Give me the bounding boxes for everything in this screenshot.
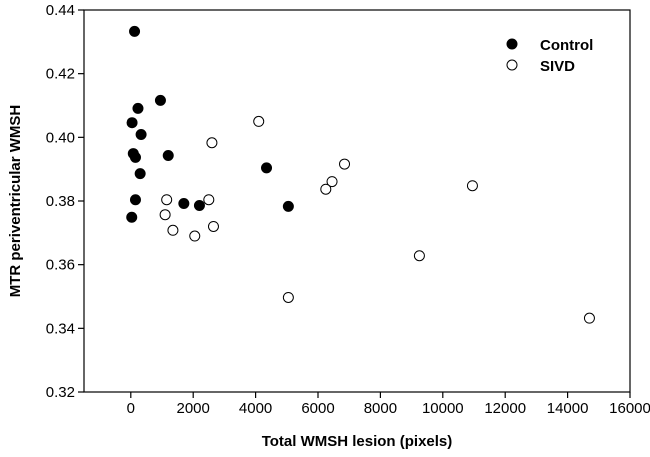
data-point-control xyxy=(193,199,205,211)
x-tick-label: 4000 xyxy=(239,400,272,417)
legend-label-control: Control xyxy=(540,37,593,54)
legend-label-sivd: SIVD xyxy=(540,58,575,75)
data-point-sivd xyxy=(206,137,218,149)
y-tick-label: 0.44 xyxy=(46,2,75,19)
y-axis-title: MTR periventricular WMSH xyxy=(7,105,24,298)
data-point-sivd xyxy=(207,220,219,232)
data-point-control xyxy=(129,25,141,37)
data-point-sivd xyxy=(167,224,179,236)
data-point-control xyxy=(178,198,190,210)
y-axis: 0.32 0.34 0.36 0.38 0.40 0.42 0.44 xyxy=(46,2,84,401)
x-axis: 0 2000 4000 6000 8000 10000 12000 14000 16000 xyxy=(127,392,650,417)
legend-marker-control xyxy=(506,38,518,50)
x-tick-label: 12000 xyxy=(484,400,526,417)
data-point-control xyxy=(126,117,138,129)
data-point-sivd xyxy=(326,176,338,188)
y-tick-label: 0.38 xyxy=(46,193,75,210)
data-point-sivd xyxy=(159,209,171,221)
data-point-sivd xyxy=(320,183,332,195)
x-tick-label: 10000 xyxy=(422,400,464,417)
data-point-control xyxy=(132,102,144,114)
data-point-control xyxy=(154,94,166,106)
data-point-sivd xyxy=(466,180,478,192)
data-point-control xyxy=(129,151,141,163)
data-point-sivd xyxy=(583,312,595,324)
x-tick-label: 0 xyxy=(127,400,135,417)
data-point-sivd xyxy=(253,115,265,127)
data-points xyxy=(126,25,595,324)
x-tick-label: 2000 xyxy=(177,400,210,417)
data-point-control xyxy=(162,149,174,161)
legend: Control SIVD xyxy=(506,37,593,75)
data-point-control xyxy=(126,211,138,223)
x-tick-label: 14000 xyxy=(547,400,589,417)
data-point-sivd xyxy=(189,230,201,242)
legend-marker-sivd xyxy=(506,59,518,71)
data-point-control xyxy=(282,200,294,212)
data-point-control xyxy=(134,168,146,180)
y-tick-label: 0.34 xyxy=(46,320,75,337)
x-tick-label: 16000 xyxy=(609,400,650,417)
y-tick-label: 0.36 xyxy=(46,257,75,274)
data-point-sivd xyxy=(203,194,215,206)
x-tick-label: 8000 xyxy=(364,400,397,417)
y-tick-label: 0.32 xyxy=(46,384,75,401)
data-point-sivd xyxy=(161,194,173,206)
x-axis-title: Total WMSH lesion (pixels) xyxy=(262,433,453,450)
y-tick-label: 0.42 xyxy=(46,66,75,83)
data-point-sivd xyxy=(282,291,294,303)
data-point-control xyxy=(135,128,147,140)
data-point-sivd xyxy=(413,250,425,262)
data-point-control xyxy=(129,194,141,206)
data-point-control xyxy=(261,162,273,174)
y-tick-label: 0.40 xyxy=(46,129,75,146)
data-point-sivd xyxy=(339,158,351,170)
x-tick-label: 6000 xyxy=(301,400,334,417)
